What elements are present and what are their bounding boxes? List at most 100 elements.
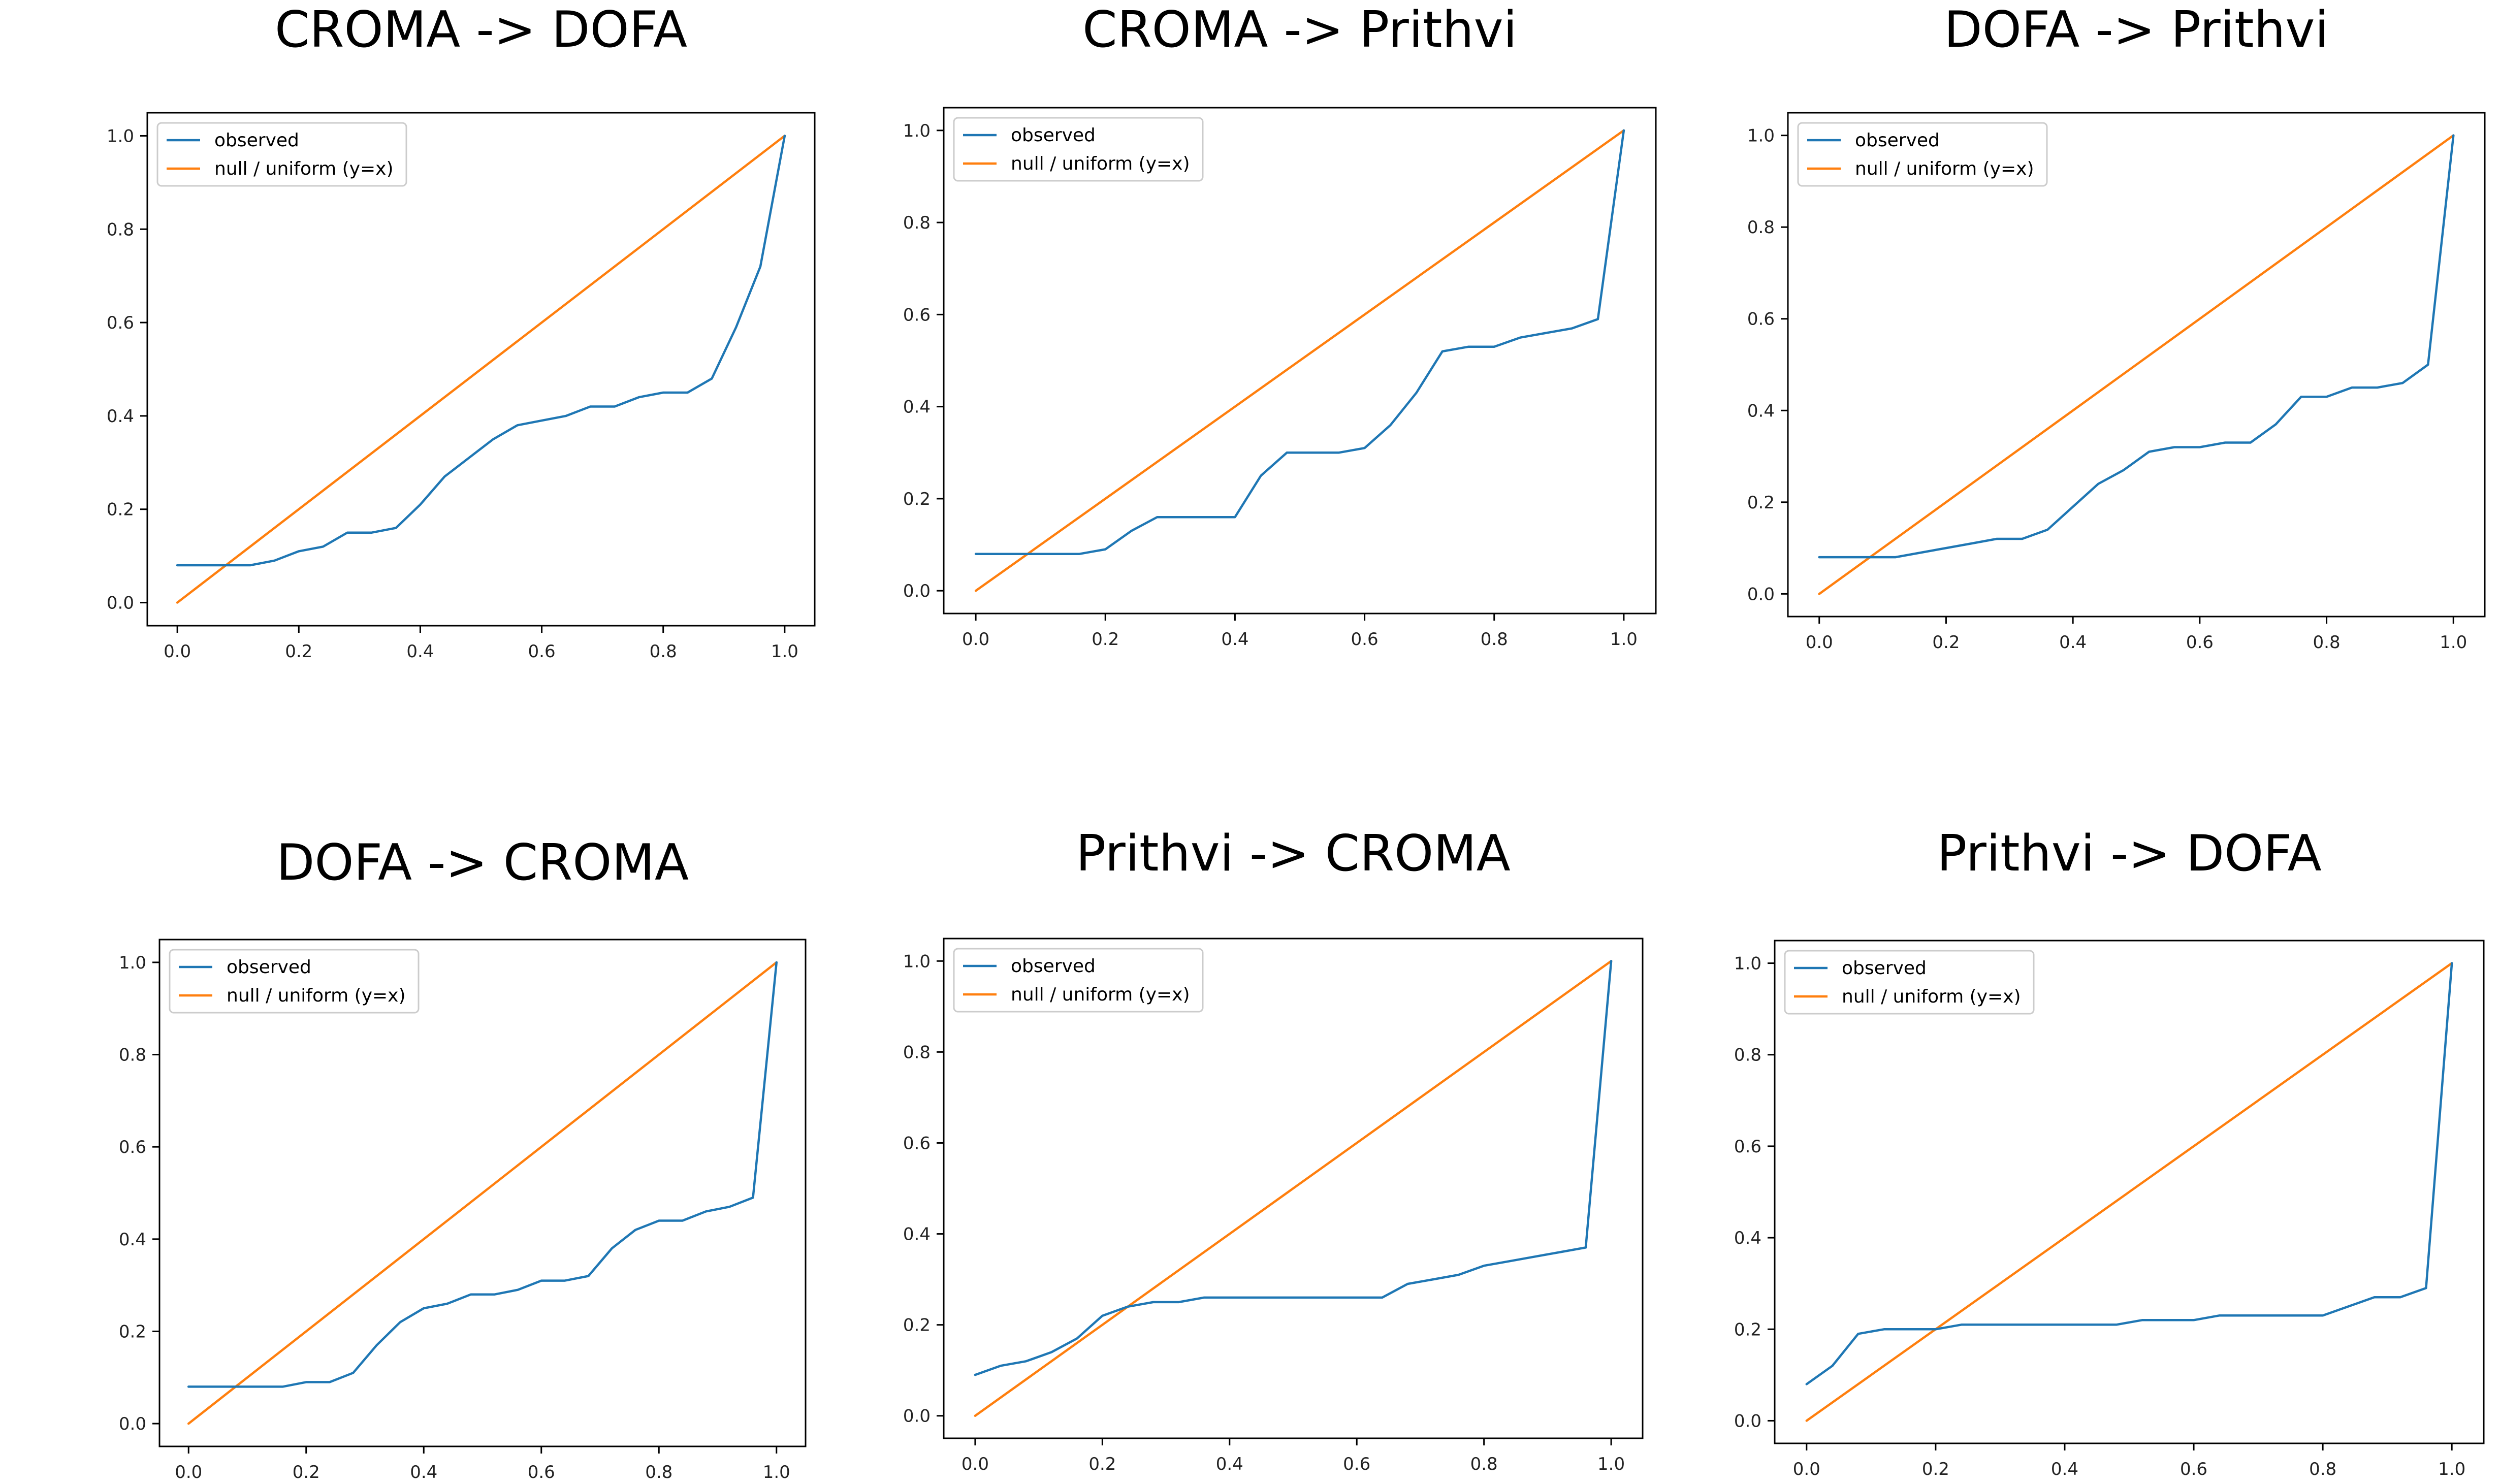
chart-panel-2: CROMA -> Prithvi 0.0 0.2 0.4 0.6 0.8 1.0 0.0 0.2… (903, 1, 1657, 650)
y-tick-label: 0.6 (107, 313, 134, 333)
x-tick-label: 0.0 (164, 641, 191, 662)
y-tick-label: 0.6 (119, 1137, 146, 1157)
x-tick-label: 0.2 (1088, 1454, 1116, 1474)
x-tick-label: 0.8 (2313, 632, 2341, 653)
x-tick-label: 0.2 (285, 641, 312, 662)
legend-label: null / uniform (y=x) (1855, 158, 2034, 179)
y-tick-label: 0.6 (903, 1133, 931, 1153)
axes-frame (943, 107, 1657, 615)
chart-panel-4: DOFA -> CROMA 0.0 0.2 0.4 0.6 0.8 1.0 0.0 0.2 0.4… (119, 834, 807, 1482)
legend-label: null / uniform (y=x) (1011, 153, 1190, 174)
x-tick-label: 0.2 (1932, 632, 1960, 653)
x-tick-label: 0.8 (1470, 1454, 1498, 1474)
x-tick-label: 0.0 (961, 1454, 989, 1474)
x-tick-label: 1.0 (2440, 632, 2467, 653)
x-tick-label: 0.0 (962, 629, 989, 650)
observed-series-line (176, 135, 786, 567)
y-tick-label: 0.4 (1734, 1228, 1761, 1248)
x-tick-label: 0.4 (2051, 1459, 2078, 1479)
chart-title: DOFA -> Prithvi (1944, 1, 2328, 59)
x-tick-label: 0.8 (1481, 629, 1508, 650)
y-tick-label: 1.0 (903, 121, 931, 141)
x-tick-label: 0.4 (406, 641, 434, 662)
chart-title: CROMA -> DOFA (275, 1, 687, 59)
legend (1784, 950, 2035, 1015)
y-tick-label: 0.2 (1747, 493, 1775, 513)
y-tick-label: 0.8 (903, 213, 931, 233)
x-tick-label: 1.0 (763, 1462, 790, 1482)
null-uniform-series-line (974, 960, 1613, 1417)
x-tick-label: 0.6 (1351, 629, 1379, 650)
y-tick-label: 0.2 (1734, 1319, 1761, 1340)
y-tick-label: 0.4 (903, 1224, 931, 1245)
observed-series-line (187, 961, 778, 1388)
x-tick-label: 1.0 (2438, 1459, 2465, 1479)
y-tick-label: 0.6 (903, 305, 931, 325)
legend (169, 949, 420, 1014)
x-tick-label: 0.8 (650, 641, 677, 662)
chart-panel-6: Prithvi -> DOFA 0.0 0.2 0.4 0.6 0.8 1.0 0.0 0.2 0… (1734, 825, 2485, 1479)
y-tick-label: 0.4 (107, 406, 134, 427)
null-uniform-series-line (1805, 962, 2453, 1422)
legend (953, 948, 1204, 1013)
legend-label: observed (1011, 125, 1096, 146)
y-tick-label: 0.0 (903, 581, 931, 601)
x-tick-label: 0.6 (2186, 632, 2214, 653)
legend-label: null / uniform (y=x) (1842, 986, 2021, 1007)
y-tick-label: 1.0 (1734, 954, 1761, 974)
x-tick-label: 0.0 (1806, 632, 1833, 653)
x-tick-label: 1.0 (1597, 1454, 1625, 1474)
y-tick-label: 1.0 (119, 953, 146, 973)
chart-panel-3: DOFA -> Prithvi 0.0 0.2 0.4 0.6 0.8 1.0 0.0 0.2 0… (1747, 1, 2486, 653)
y-tick-label: 0.8 (1734, 1045, 1761, 1066)
y-tick-label: 0.2 (903, 489, 931, 509)
legend-label: null / uniform (y=x) (214, 158, 394, 179)
x-tick-label: 1.0 (771, 641, 798, 662)
legend (156, 122, 407, 187)
x-tick-label: 0.6 (2180, 1459, 2207, 1479)
observed-series-line (1805, 962, 2453, 1385)
x-tick-label: 0.4 (2059, 632, 2087, 653)
y-tick-label: 0.4 (1747, 401, 1775, 421)
x-tick-label: 0.6 (528, 1462, 555, 1482)
y-tick-label: 0.2 (119, 1321, 146, 1342)
axes-frame (158, 939, 807, 1447)
null-uniform-series-line (1818, 134, 2455, 595)
chart-title: Prithvi -> CROMA (1076, 825, 1511, 883)
chart-panel-1: CROMA -> DOFA 0.0 0.2 0.4 0.6 0.8 1.0 0.0 0.2 0.4… (107, 1, 816, 662)
x-tick-label: 0.6 (1343, 1454, 1370, 1474)
y-tick-label: 0.4 (119, 1230, 146, 1250)
y-tick-label: 1.0 (903, 951, 931, 972)
axes-frame (1774, 940, 2485, 1444)
y-tick-label: 0.8 (119, 1045, 146, 1066)
x-tick-label: 0.4 (1221, 629, 1248, 650)
y-tick-label: 0.0 (903, 1406, 931, 1427)
axes-frame (146, 112, 816, 627)
y-tick-label: 0.8 (1747, 217, 1775, 238)
x-tick-label: 0.2 (1922, 1459, 1949, 1479)
y-tick-label: 0.8 (903, 1042, 931, 1062)
legend-label: observed (1011, 956, 1096, 977)
y-tick-label: 0.6 (1747, 309, 1775, 330)
x-tick-label: 0.2 (1092, 629, 1119, 650)
x-tick-label: 0.6 (528, 641, 556, 662)
x-tick-label: 0.8 (645, 1462, 672, 1482)
null-uniform-series-line (187, 961, 778, 1425)
y-tick-label: 1.0 (107, 126, 134, 146)
chart-title: Prithvi -> DOFA (1937, 825, 2321, 883)
chart-title: CROMA -> Prithvi (1082, 1, 1517, 59)
legend-label: observed (214, 130, 299, 151)
axes-frame (1787, 112, 2486, 618)
null-uniform-series-line (176, 135, 786, 604)
y-tick-label: 0.2 (107, 500, 134, 520)
axes-frame (943, 938, 1644, 1439)
y-tick-label: 0.0 (107, 593, 134, 614)
legend-label: null / uniform (y=x) (227, 985, 406, 1006)
null-uniform-series-line (974, 129, 1625, 592)
x-tick-label: 1.0 (1610, 629, 1638, 650)
legend-label: observed (1842, 958, 1927, 979)
legend-label: observed (227, 957, 311, 978)
x-tick-label: 0.0 (175, 1462, 202, 1482)
legend-label: null / uniform (y=x) (1011, 984, 1190, 1005)
